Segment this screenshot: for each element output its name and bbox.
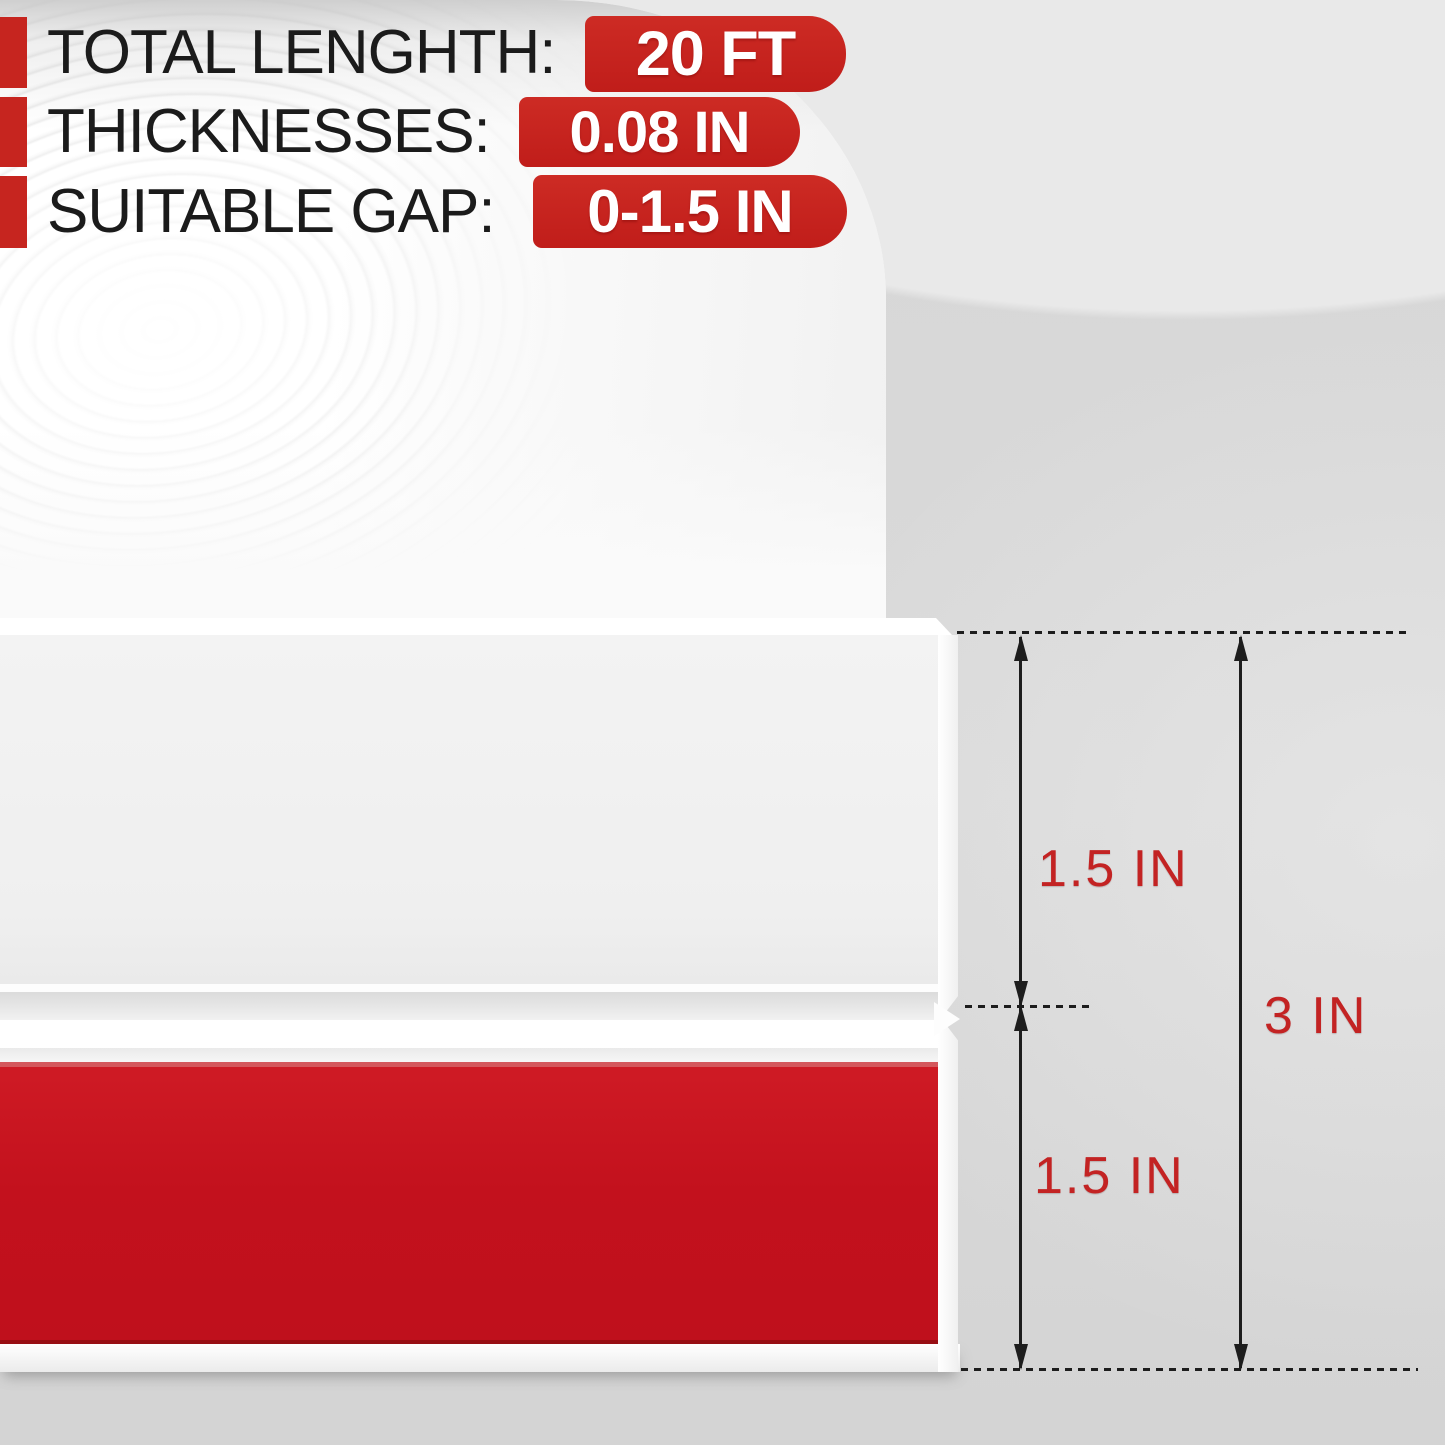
roll-bottom-shading bbox=[0, 0, 886, 634]
spec-label-thickness: THICKNESSES: bbox=[47, 97, 491, 166]
spec-accent-bar bbox=[0, 17, 27, 88]
spec-label-suitable-gap: SUITABLE GAP: bbox=[47, 177, 496, 246]
spec-accent-bar bbox=[0, 97, 27, 167]
dimension-arrow-upper-half bbox=[1019, 637, 1022, 1005]
extension-line-top bbox=[957, 631, 1407, 634]
cross-section-white-half bbox=[0, 635, 946, 984]
cross-section-groove-light bbox=[0, 1020, 944, 1048]
cross-section-bottom-edge bbox=[0, 1344, 960, 1372]
extension-line-middle bbox=[965, 1005, 1093, 1008]
red-strip-top-edge bbox=[0, 1062, 948, 1067]
dimension-label-total: 3 IN bbox=[1264, 987, 1368, 1045]
spec-label-total-length: TOTAL LENGHTH: bbox=[47, 18, 556, 87]
cross-section-fold-highlight bbox=[0, 984, 946, 992]
cross-section-top-edge bbox=[0, 618, 952, 635]
cross-section-fold-wedge bbox=[934, 1002, 960, 1036]
cross-section-under-groove bbox=[0, 1048, 944, 1062]
spec-value-badge-suitable-gap: 0-1.5 IN bbox=[533, 175, 847, 248]
dimension-label-lower-half: 1.5 IN bbox=[1034, 1147, 1185, 1205]
dimension-label-upper-half: 1.5 IN bbox=[1038, 840, 1189, 898]
seal-strip-roll-photo bbox=[0, 0, 886, 634]
red-adhesive-half bbox=[0, 1067, 950, 1340]
red-strip-bottom-edge bbox=[0, 1340, 950, 1344]
cross-section-groove-shadow bbox=[0, 992, 944, 1020]
dimension-arrow-total-height bbox=[1239, 637, 1242, 1368]
dimension-arrow-lower-half bbox=[1019, 1007, 1022, 1368]
extension-line-bottom bbox=[961, 1368, 1418, 1371]
spec-accent-bar bbox=[0, 176, 27, 248]
spec-value-badge-total-length: 20 FT bbox=[585, 16, 846, 92]
strip-cross-section bbox=[0, 618, 960, 1372]
spec-value-badge-thickness: 0.08 IN bbox=[519, 97, 800, 167]
